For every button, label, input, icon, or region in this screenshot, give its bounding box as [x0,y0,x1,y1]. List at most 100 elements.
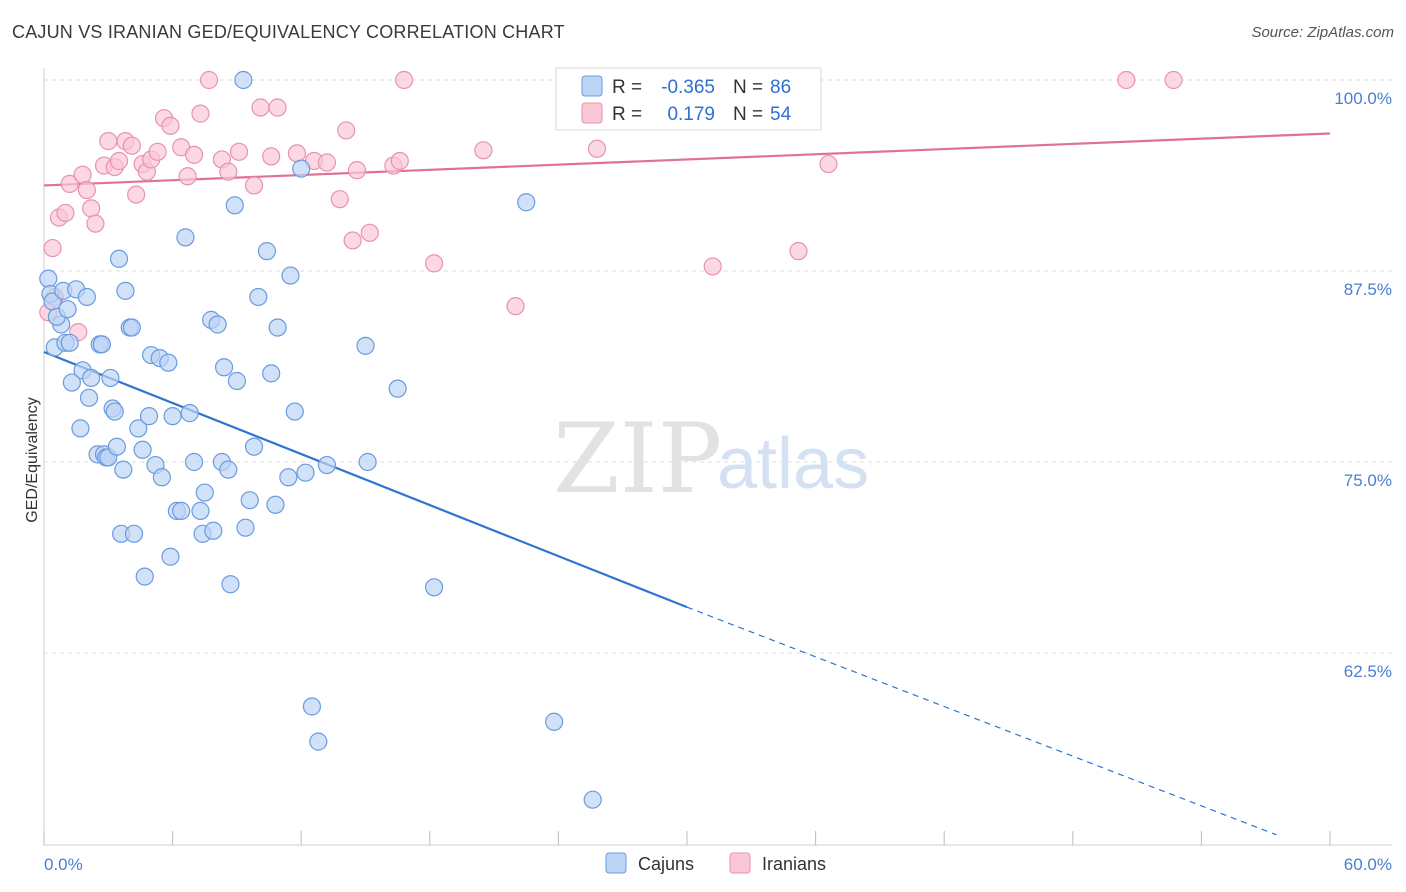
cajun-point [583,790,602,809]
cajun-point [184,452,204,472]
cajun-point [195,483,214,502]
iranian-point [1164,70,1183,90]
iranian-point [474,141,493,160]
iranian-point [262,147,281,166]
cajun-point [135,567,154,586]
iranian-point [191,104,210,123]
y-tick-label: 100.0% [1334,89,1392,108]
iranian-point [148,142,167,161]
legend-label-iranians: Iranians [762,854,826,874]
iranian-point [587,139,607,158]
series-legend: Cajuns Iranians [605,852,826,874]
iranian-point [251,98,270,117]
cajun-point [296,463,315,482]
iranian-point [268,98,287,117]
iranian-point [122,136,141,155]
iranian-point [703,257,722,276]
y-tick-label: 87.5% [1344,280,1392,299]
cajun-point [116,281,135,300]
iranian-point [82,199,101,218]
cajun-point [180,404,199,423]
iranian-point [343,231,362,250]
data-points [39,70,1183,809]
stats-n-label-iranians: N = [733,104,763,125]
cajun-point [225,196,244,215]
iranian-point [330,190,349,209]
y-tick-label: 62.5% [1344,662,1392,681]
cajun-point [191,501,210,520]
iranian-point [1117,70,1136,90]
stats-n-value-cajuns: 86 [770,77,791,98]
cajun-point [161,547,180,566]
cajun-point [60,333,79,352]
stats-swatch-cajuns [581,75,603,97]
iranian-point [184,145,204,164]
cajun-point [356,336,375,355]
cajun-point [101,368,120,388]
iranian-point [219,162,238,181]
cajun-point [124,524,144,543]
cajun-point [152,468,171,487]
iranian-point [317,153,337,172]
cajun-point [176,228,195,247]
cajun-point [545,712,564,731]
stats-legend: R = -0.365 N = 86 R = 0.179 N = 54 [555,67,822,131]
iranian-point [229,142,249,161]
iranian-point [424,254,444,273]
iranian-point [789,242,808,261]
cajun-point [139,407,159,426]
cajun-point [234,70,253,90]
cajun-point [114,460,133,479]
cajun-point [77,287,96,307]
cajun-point [122,318,141,337]
axes: 62.5% 75.0% 87.5% 100.0% [43,68,1392,846]
stats-n-label-cajuns: N = [733,77,763,98]
cajun-point [424,578,444,597]
legend-label-cajuns: Cajuns [638,854,694,874]
iranian-point [244,176,264,195]
cajun-point [266,495,285,514]
cajun-point [262,364,281,383]
watermark: ZIP atlas [553,403,869,515]
cajun-point [92,335,111,354]
legend-swatch-iranians [729,852,751,874]
stats-r-value-iranians: 0.179 [667,104,715,125]
iranian-point [347,161,367,180]
cajun-point [109,249,129,268]
cajun-point [129,419,148,438]
cajun-point [257,242,277,261]
iranian-point [109,151,129,171]
cajun-point [302,697,322,716]
cajun-point [268,318,287,337]
cajun-point [172,501,191,520]
cajun-point [221,575,240,594]
cajun-point [204,521,223,540]
cajun-trend-line [43,350,688,609]
iranian-point [199,70,219,90]
iranian-point [43,238,62,258]
iranian-point [127,185,146,204]
trend-lines [43,132,1331,836]
iranian-point [506,297,525,316]
cajun-point [163,407,182,426]
iranian-point [56,203,75,223]
stats-r-label-cajuns: R = [612,77,642,98]
iranian-point [86,214,105,233]
iranian-trend-line [43,132,1331,187]
cajun-point [358,452,377,472]
chart-source: Source: ZipAtlas.com [1251,24,1394,41]
stats-swatch-iranians [581,102,603,124]
cajun-point [39,269,58,288]
cajun-point [58,300,77,319]
cajun-point [309,732,328,751]
cajun-point [249,287,268,307]
cajun-point [82,368,101,388]
grid-lines [44,79,1392,654]
cajun-point [219,460,238,479]
cajun-point [159,353,178,372]
cajun-point [317,455,337,475]
iranian-point [287,144,307,163]
cajun-point [240,491,259,510]
iranian-point [394,70,414,90]
